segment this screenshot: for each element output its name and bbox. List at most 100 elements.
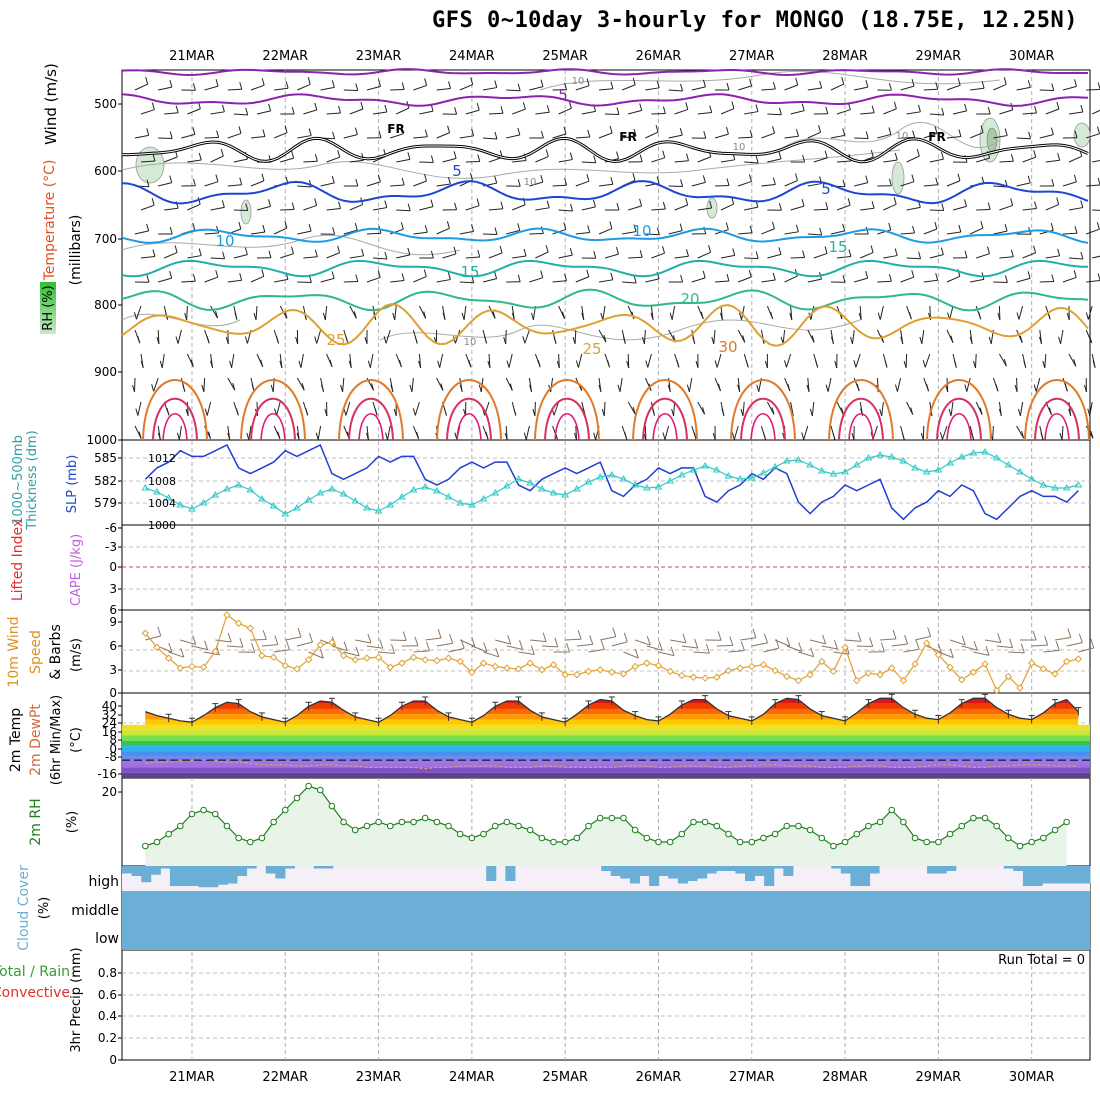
wind-barb-flag (1020, 643, 1025, 653)
cloud-high-bar (284, 866, 296, 869)
upper-wind-barb-flag (238, 126, 242, 134)
upper-wind-barb-flag (307, 77, 311, 85)
upper-wind-barb-flag (941, 107, 945, 116)
upper-wind-barb-flag (135, 408, 139, 416)
cloud-high-bar (668, 866, 679, 879)
upper-wind-barb (233, 113, 248, 116)
upper-wind-barb-flag (978, 312, 982, 320)
upper-wind-barb (598, 228, 613, 235)
upper-wind-barb-flag (772, 126, 776, 134)
upper-wind-barb (813, 208, 828, 211)
upper-wind-barb-flag (407, 152, 411, 160)
cloud-high-bar (658, 866, 669, 876)
upper-wind-barb-flag (1057, 248, 1061, 256)
upper-wind-barb-flag (652, 408, 656, 416)
upper-wind-barb (385, 329, 391, 344)
wind-barb (588, 649, 605, 653)
upper-wind-barb (651, 157, 665, 163)
cloud-high-bar (639, 866, 650, 876)
upper-wind-barb-flag (1087, 408, 1091, 416)
wind-barb-flag (892, 629, 897, 640)
upper-wind-barb (645, 87, 660, 91)
upper-wind-barb (811, 401, 815, 416)
upper-wind-barb (512, 204, 526, 211)
upper-wind-barb (482, 137, 498, 140)
upper-wind-barb-flag (888, 274, 892, 282)
thickness-point (922, 468, 931, 475)
wind-barb-flag (192, 635, 197, 645)
upper-wind-barb-flag (692, 336, 696, 344)
thickness-point (269, 502, 278, 509)
upper-wind-barb-flag (616, 202, 620, 211)
wind-barb-flag (554, 637, 559, 647)
upper-wind-barb (274, 278, 289, 283)
upper-wind-barb (558, 159, 573, 163)
cloud-high-bar (217, 866, 228, 885)
upper-wind-barb (297, 230, 312, 235)
upper-wind-barb-flag (146, 275, 150, 283)
upper-wind-barb-flag (749, 78, 753, 87)
upper-wind-barb-flag (964, 384, 968, 392)
upper-wind-barb (137, 401, 142, 416)
upper-wind-barb-flag (609, 221, 613, 229)
wind-barb-flag (308, 632, 313, 643)
upper-wind-barb-flag (641, 336, 645, 345)
wind-barb-flag (646, 636, 651, 646)
upper-wind-barb-flag (745, 360, 749, 368)
thickness-point (188, 505, 196, 512)
rh-contour (779, 122, 1001, 151)
upper-wind-barb-flag (772, 272, 776, 281)
cloud-high-bar (486, 866, 497, 881)
wind-speed-point (176, 664, 185, 672)
upper-wind-barb-flag (819, 227, 823, 236)
upper-wind-barb-flag (908, 312, 912, 320)
rh-point (386, 822, 394, 830)
upper-wind-barb-flag (390, 384, 394, 392)
upper-wind-barb (255, 305, 258, 321)
wind-barb-flag (402, 631, 407, 641)
wind-speed-point (853, 676, 861, 685)
wind-speed-point (304, 656, 313, 664)
upper-wind-barb-flag (870, 245, 874, 253)
temp-contour-5 (121, 180, 1089, 205)
upper-wind-barb (929, 113, 944, 116)
upper-wind-barb-flag (355, 178, 359, 187)
upper-wind-barb (738, 180, 752, 187)
rh-point (631, 826, 639, 834)
upper-wind-barb-flag (609, 125, 613, 134)
rh-point (177, 822, 184, 830)
upper-wind-barb (134, 230, 149, 235)
upper-wind-barb-flag (815, 360, 819, 368)
temp-contour-40 (652, 412, 678, 441)
upper-wind-barb-flag (239, 177, 243, 185)
upper-wind-barb-flag (632, 77, 636, 85)
upper-wind-barb (535, 251, 549, 259)
upper-wind-barb-flag (598, 384, 602, 393)
temp-contour-40 (848, 412, 874, 441)
upper-wind-barb-flag (702, 175, 706, 183)
wind-barb (530, 639, 547, 643)
wind-barb-flag (949, 648, 954, 658)
thickness-point (258, 495, 266, 502)
thickness-point (584, 478, 593, 485)
cloud-high-bar (629, 866, 641, 884)
upper-wind-barb-flag (917, 104, 921, 112)
upper-wind-barb (900, 85, 915, 91)
upper-wind-barb (992, 425, 994, 441)
ylabel-lifted-index: Lifted Index (10, 519, 26, 601)
upper-wind-barb-flag (1089, 335, 1093, 344)
rh-point (340, 818, 347, 826)
upper-wind-barb-flag (748, 174, 752, 182)
upper-wind-barb (581, 206, 596, 211)
upper-wind-barb-flag (1040, 432, 1044, 440)
upper-wind-barb (577, 353, 583, 368)
upper-wind-barb-flag (423, 269, 427, 277)
upper-wind-barb (790, 205, 805, 211)
temp-contour-35 (642, 397, 688, 441)
rh-area (145, 786, 1067, 866)
upper-wind-barb-flag (215, 270, 219, 278)
date-top-label: 30MAR (1009, 49, 1055, 64)
upper-wind-barb (881, 401, 884, 416)
upper-wind-barb (436, 88, 451, 91)
upper-wind-barb-flag (545, 244, 549, 253)
